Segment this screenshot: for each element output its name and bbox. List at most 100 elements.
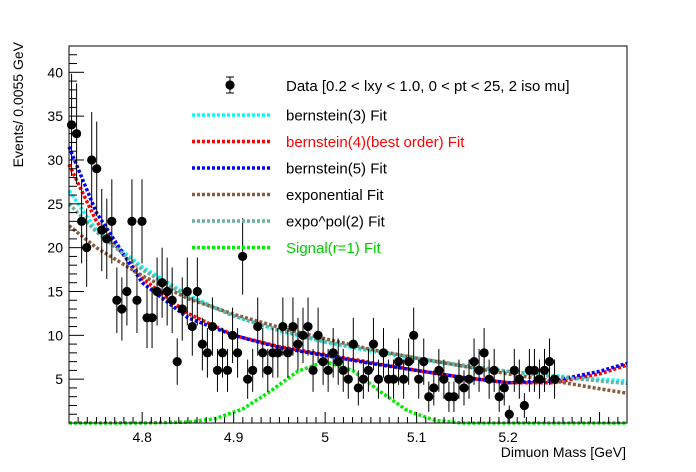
data-marker bbox=[162, 286, 172, 297]
data-point bbox=[534, 359, 545, 399]
legend-entry: bernstein(3) Fit bbox=[192, 108, 388, 125]
data-marker bbox=[549, 374, 560, 384]
data-marker bbox=[127, 216, 137, 226]
data-point bbox=[232, 328, 243, 378]
data-point bbox=[353, 370, 363, 406]
plot-frame bbox=[68, 45, 628, 424]
data-marker bbox=[504, 409, 514, 419]
data-point bbox=[469, 338, 479, 385]
data-point bbox=[378, 328, 389, 378]
data-point bbox=[77, 179, 87, 264]
data-marker bbox=[202, 348, 213, 358]
legend-label: bernstein(4)(best order) Fit bbox=[286, 134, 465, 151]
data-marker bbox=[238, 251, 248, 262]
y-tick-label: 30 bbox=[47, 152, 63, 168]
data-marker bbox=[429, 383, 439, 393]
data-point bbox=[494, 381, 504, 412]
data-point bbox=[92, 121, 102, 216]
data-point bbox=[509, 348, 519, 392]
x-tick-label: 4.8 bbox=[132, 429, 152, 445]
y-tick-label: 15 bbox=[47, 283, 63, 299]
data-point bbox=[399, 359, 409, 399]
y-tick-label: 40 bbox=[47, 64, 63, 80]
data-point bbox=[333, 338, 343, 385]
data-point bbox=[338, 348, 348, 392]
data-marker bbox=[222, 365, 233, 375]
data-marker bbox=[404, 357, 414, 367]
data-marker bbox=[207, 321, 218, 332]
data-point bbox=[273, 328, 283, 378]
data-point bbox=[192, 257, 202, 326]
legend-label: bernstein(3) Fit bbox=[286, 108, 388, 125]
data-marker bbox=[167, 295, 177, 305]
data-points bbox=[66, 73, 560, 423]
data-marker bbox=[243, 374, 253, 384]
data-marker bbox=[182, 286, 192, 297]
data-marker bbox=[102, 234, 112, 244]
data-point bbox=[217, 328, 228, 378]
data-point bbox=[147, 287, 157, 349]
data-point bbox=[298, 307, 308, 364]
data-point bbox=[419, 338, 429, 385]
data-point bbox=[474, 348, 484, 392]
y-tick-label: 35 bbox=[47, 108, 63, 124]
data-point bbox=[363, 348, 373, 392]
data-marker bbox=[353, 383, 363, 393]
data-point bbox=[263, 348, 273, 392]
fit-curve bbox=[67, 163, 628, 385]
data-point bbox=[308, 348, 318, 392]
data-marker bbox=[122, 286, 132, 297]
y-axis-label: Events/ 0.0055 GeV bbox=[10, 41, 26, 167]
data-marker bbox=[293, 339, 303, 349]
data-marker bbox=[147, 313, 157, 323]
data-marker bbox=[117, 304, 127, 314]
data-marker bbox=[424, 392, 434, 402]
data-marker bbox=[273, 348, 283, 358]
legend-label: exponential Fit bbox=[286, 187, 384, 204]
axes: 4.8 4.9 5 5.1 5.2 5 10 15 20 25 30 35 40 bbox=[47, 45, 628, 445]
y-tick-label: 20 bbox=[47, 240, 63, 256]
data-point bbox=[499, 370, 509, 406]
legend-entry: bernstein(4)(best order) Fit bbox=[192, 134, 465, 151]
data-marker bbox=[338, 365, 348, 375]
data-marker bbox=[469, 357, 479, 367]
data-marker bbox=[439, 374, 449, 384]
data-marker bbox=[343, 374, 353, 384]
data-marker bbox=[278, 321, 288, 332]
data-marker bbox=[172, 357, 182, 367]
data-point bbox=[464, 359, 474, 399]
data-point bbox=[117, 277, 127, 341]
data-point bbox=[293, 317, 303, 371]
data-marker bbox=[434, 365, 444, 375]
data-point bbox=[227, 307, 238, 364]
data-marker bbox=[519, 400, 529, 411]
data-point bbox=[172, 338, 182, 385]
data-point bbox=[459, 370, 469, 406]
data-marker bbox=[373, 374, 384, 384]
data-marker bbox=[107, 216, 117, 226]
data-marker bbox=[479, 348, 489, 358]
data-marker bbox=[464, 374, 474, 384]
data-point bbox=[479, 328, 489, 378]
data-point bbox=[102, 198, 112, 280]
data-point bbox=[348, 317, 358, 371]
data-marker bbox=[97, 225, 107, 235]
legend-entry: bernstein(5) Fit bbox=[192, 161, 388, 178]
data-marker bbox=[454, 374, 464, 384]
legend-label: Signal(r=1) Fit bbox=[286, 240, 381, 257]
data-marker bbox=[132, 295, 142, 305]
data-marker bbox=[92, 164, 102, 174]
legend-label: expo^pol(2) Fit bbox=[286, 214, 386, 231]
fit-curve bbox=[67, 202, 628, 386]
data-marker bbox=[539, 365, 550, 375]
data-point bbox=[529, 348, 540, 392]
data-point bbox=[278, 297, 288, 356]
data-marker bbox=[283, 348, 293, 358]
data-marker bbox=[258, 348, 268, 358]
data-point bbox=[157, 247, 167, 318]
data-point bbox=[82, 208, 92, 287]
data-point bbox=[514, 359, 524, 399]
data-point bbox=[212, 348, 223, 392]
data-point bbox=[429, 370, 439, 406]
